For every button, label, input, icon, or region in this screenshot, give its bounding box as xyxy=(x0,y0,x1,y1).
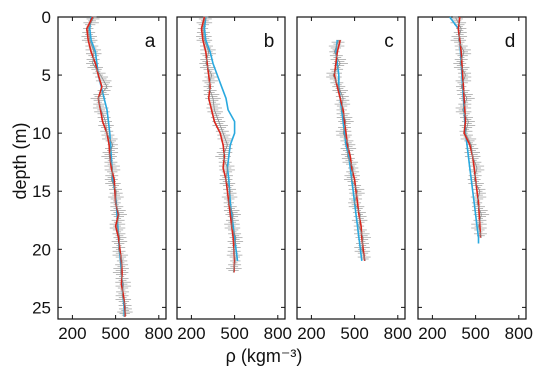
raw-measurement-whiskers xyxy=(196,16,244,271)
panel-b: 200 500 800 b xyxy=(176,16,292,343)
series-line-grey xyxy=(455,16,482,238)
series-line-grey xyxy=(87,16,127,317)
x-axis-title: ρ (kgm⁻³) xyxy=(226,346,303,366)
y-tick-label: 10 xyxy=(32,124,51,143)
series-line-red xyxy=(457,16,482,238)
x-tick-label: 800 xyxy=(145,324,173,343)
panel-frame xyxy=(57,16,167,320)
x-tick-label: 200 xyxy=(297,324,325,343)
y-axis-title: depth (m) xyxy=(10,122,30,199)
x-tick-label: 500 xyxy=(340,324,368,343)
x-tick-label: 800 xyxy=(505,324,533,343)
series-line-red xyxy=(333,40,366,262)
panel-label: d xyxy=(505,31,516,52)
x-tick-label: 800 xyxy=(384,324,412,343)
panel-frame xyxy=(417,16,527,320)
panel-frame xyxy=(296,16,406,320)
panel-c: 200 500 800 c xyxy=(296,16,412,343)
panel-label: b xyxy=(264,31,275,52)
panel-label: c xyxy=(384,31,394,52)
series-line-blue xyxy=(335,40,363,261)
y-tick-label: 0 xyxy=(42,8,51,27)
y-tick-label: 5 xyxy=(42,66,51,85)
raw-measurement-whiskers xyxy=(449,16,490,237)
x-tick-label: 500 xyxy=(101,324,129,343)
raw-measurement-whiskers xyxy=(81,16,133,316)
panel-frame xyxy=(176,16,286,320)
series-line-grey xyxy=(202,16,237,273)
panel-d: 200 500 800 d xyxy=(417,16,533,343)
y-tick-label: 15 xyxy=(32,182,51,201)
y-tick-label: 20 xyxy=(32,240,51,259)
y-tick-label: 25 xyxy=(32,298,51,317)
panel-label: a xyxy=(145,31,156,52)
x-tick-label: 200 xyxy=(58,324,86,343)
x-tick-label: 800 xyxy=(264,324,292,343)
x-tick-label: 200 xyxy=(177,324,205,343)
series-line-red xyxy=(86,16,126,317)
series-line-grey xyxy=(332,40,366,262)
x-tick-label: 500 xyxy=(461,324,489,343)
panel-a: 200 500 800 0 5 10 15 20 25 a xyxy=(32,8,173,343)
x-tick-label: 200 xyxy=(418,324,446,343)
panels: 200 500 800 0 5 10 15 20 25 a 200 500 800 b 200 500 800 c… xyxy=(32,8,533,343)
x-tick-label: 500 xyxy=(220,324,248,343)
